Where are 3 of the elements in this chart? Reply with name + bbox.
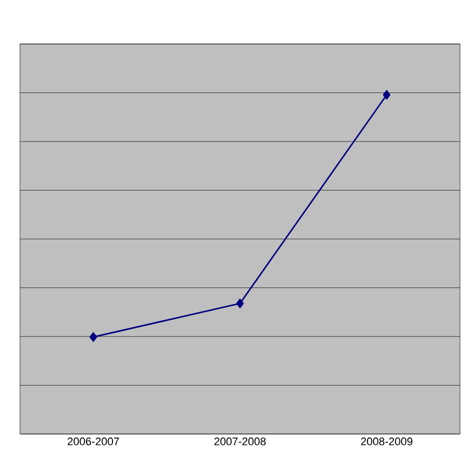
x-tick-label: 2006-2007 bbox=[68, 438, 119, 446]
x-tick-label: 2008-2009 bbox=[361, 438, 412, 446]
x-tick-label: 2007-2008 bbox=[214, 438, 266, 446]
